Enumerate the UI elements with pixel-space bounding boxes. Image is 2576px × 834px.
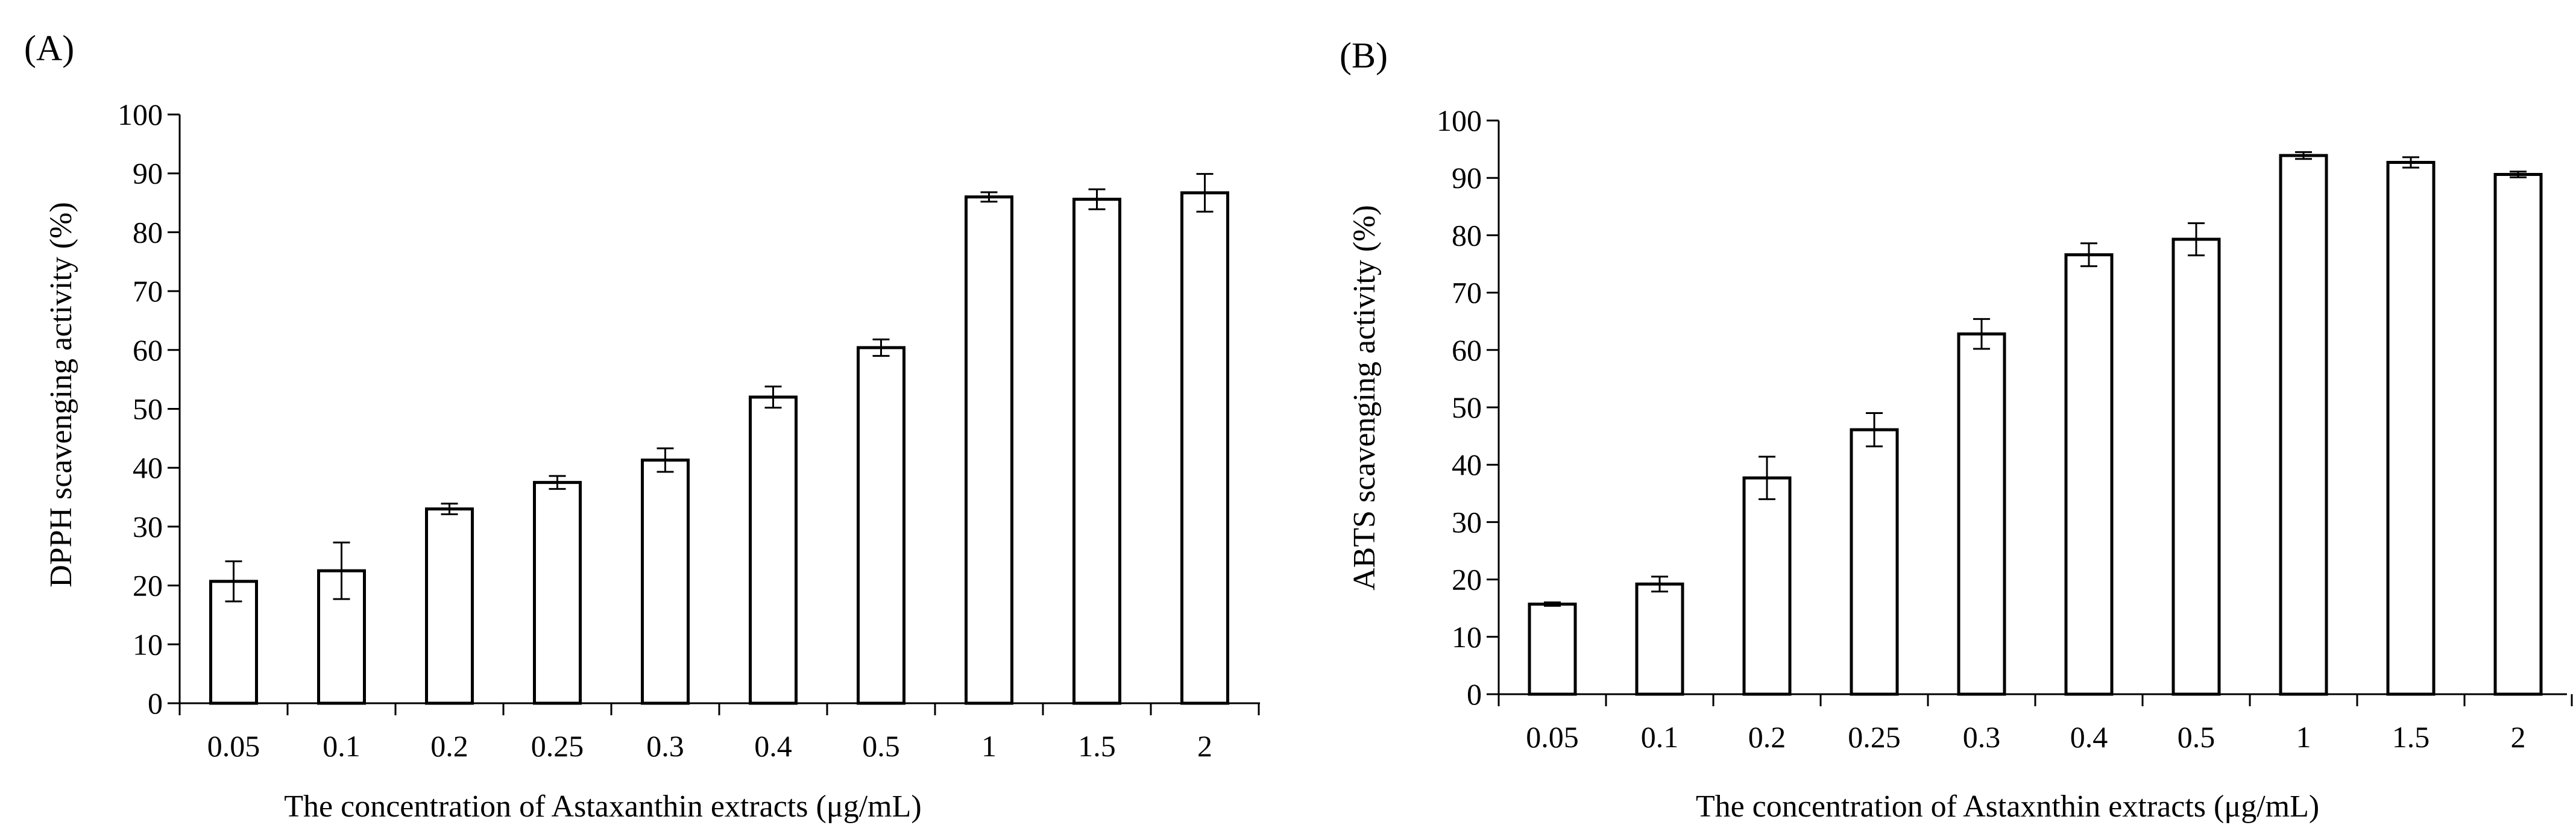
panel-b-bar-1 [2279,154,2328,696]
panel-b-bar-0.2 [1742,476,1792,696]
panel-a-x-tick-label: 0.1 [323,729,361,763]
panel-b-x-tick-label: 0.25 [1848,720,1901,754]
panel-b-bar-0.1 [1635,582,1684,696]
panel-b-x-tick-label: 2 [2511,720,2526,754]
panel-b-x-tick-label: 0.3 [1963,720,2001,754]
panel-a-y-tick-label: 50 [133,392,163,426]
panel-a-x-tick-label: 1.5 [1078,729,1116,763]
panel-a-x-tick-label: 0.2 [430,729,468,763]
panel-b-bar-1.5 [2386,160,2436,696]
panel-b-y-tick-label: 100 [1437,104,1482,137]
panel-b-y-tick-label: 0 [1467,677,1482,711]
panel-a-bar-0.5 [857,346,905,705]
panel-b-x-tick-label: 0.1 [1641,720,1679,754]
panel-b-y-tick-label: 50 [1452,390,1482,424]
panel-b-bar-0.4 [2064,253,2114,696]
panel-a-y-tick-label: 60 [133,333,163,367]
panel-b-y-tick-label: 90 [1452,161,1482,195]
panel-b-y-tick-label: 60 [1452,333,1482,367]
panel-a-bar-2 [1180,191,1229,705]
panel-a-y-tick-label: 10 [133,627,163,661]
panel-a-x-tick-label: 0.5 [862,729,900,763]
panel-a-bar-0.2 [425,507,474,705]
panel-b-y-tick-label: 30 [1452,505,1482,539]
panel-a-y-tick-label: 100 [118,98,163,131]
panel-b-x-tick-label: 0.4 [2070,720,2108,754]
panel-b-y-tick-label: 70 [1452,276,1482,310]
panel-a-x-axis-label: The concentration of Astaxanthin extract… [284,789,921,824]
chart-panel-a: (A) DPPH scavenging activity (%) The con… [24,28,1260,824]
panel-a-x-tick-label: 1 [981,729,997,763]
panel-a-bar-1.5 [1072,198,1121,705]
panel-a-y-tick-label: 0 [148,686,163,720]
panel-b-x-tick-label: 0.5 [2178,720,2215,754]
panel-a-bar-0.4 [749,395,798,705]
panel-a-bar-0.25 [533,481,582,705]
panel-b-bar-0.05 [1528,603,1577,696]
panel-b-x-tick-label: 0.2 [1748,720,1786,754]
panel-a-bar-1 [965,195,1013,705]
panel-b-y-tick-label: 10 [1452,620,1482,654]
panel-b-bar-0.5 [2171,237,2221,696]
panel-b-y-tick-label: 80 [1452,218,1482,252]
panel-a-label: (A) [24,28,74,68]
panel-a-x-tick-label: 0.3 [646,729,684,763]
panel-a-x-tick-label: 0.05 [207,729,260,763]
chart-panel-b: (B) ABTS scavenging activity (%) The con… [1340,36,2573,824]
panel-a-bar-0.3 [641,458,690,705]
panel-a-y-axis-label: DPPH scavenging activity (%) [44,202,78,588]
panel-b-x-tick-label: 1.5 [2392,720,2430,754]
panel-b-y-tick-label: 20 [1452,563,1482,597]
panel-a-y-tick-label: 70 [133,274,163,308]
panel-b-plot-area: 0 10 20 30 40 50 60 70 80 90 100 0.05 0.1 0.2 0.25 0.3 0… [1437,104,2573,754]
panel-b-y-axis-label: ABTS scavenging activity (%) [1347,205,1382,591]
panel-a-x-tick-label: 0.4 [754,729,792,763]
panel-b-y-tick-label: 40 [1452,448,1482,481]
panel-b-bar-0.3 [1957,332,2006,696]
panel-b-x-tick-label: 1 [2296,720,2311,754]
panel-a-x-tick-label: 0.25 [531,729,584,763]
panel-a-y-tick-label: 90 [133,157,163,190]
panel-b-x-tick-label: 0.05 [1526,720,1579,754]
panel-b-bar-0.25 [1850,428,1899,696]
panel-a-y-tick-label: 80 [133,215,163,249]
panel-a-y-tick-label: 40 [133,451,163,484]
panel-a-plot-area: 0 10 20 30 40 50 60 70 80 90 100 0.05 0.1 0.2 0.25 0.3 0… [118,98,1260,763]
panel-a-x-tick-label: 2 [1197,729,1212,763]
panel-b-bar-2 [2493,172,2543,696]
panel-a-y-tick-label: 20 [133,569,163,603]
panel-b-label: (B) [1340,36,1388,75]
panel-b-x-axis-label: The concentration of Astaxnthin extracts… [1696,789,2319,824]
panel-a-y-tick-label: 30 [133,510,163,544]
